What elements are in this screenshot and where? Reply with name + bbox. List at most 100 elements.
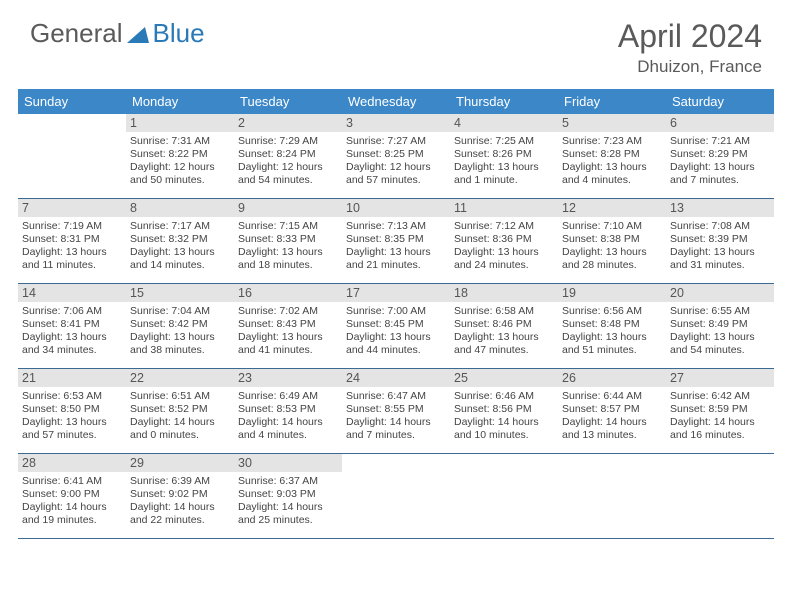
daylight-text: Daylight: 13 hours and 14 minutes. [130, 246, 230, 272]
day-info: Sunrise: 6:55 AMSunset: 8:49 PMDaylight:… [670, 305, 770, 358]
logo-text-general: General [30, 18, 123, 49]
week-row: 14Sunrise: 7:06 AMSunset: 8:41 PMDayligh… [18, 284, 774, 369]
day-number: 12 [558, 199, 666, 217]
sunset-text: Sunset: 8:26 PM [454, 148, 554, 161]
sunset-text: Sunset: 8:41 PM [22, 318, 122, 331]
day-info: Sunrise: 6:39 AMSunset: 9:02 PMDaylight:… [130, 475, 230, 528]
daylight-text: Daylight: 13 hours and 11 minutes. [22, 246, 122, 272]
sunrise-text: Sunrise: 7:21 AM [670, 135, 770, 148]
day-info: Sunrise: 6:53 AMSunset: 8:50 PMDaylight:… [22, 390, 122, 443]
sunset-text: Sunset: 8:48 PM [562, 318, 662, 331]
day-cell: 18Sunrise: 6:58 AMSunset: 8:46 PMDayligh… [450, 284, 558, 368]
sunrise-text: Sunrise: 7:27 AM [346, 135, 446, 148]
daylight-text: Daylight: 13 hours and 28 minutes. [562, 246, 662, 272]
sunset-text: Sunset: 8:53 PM [238, 403, 338, 416]
day-cell: 20 Sunrise: 6:55 AMSunset: 8:49 PMDayligh… [666, 284, 774, 368]
weekday-header: Tuesday [234, 89, 342, 114]
day-number: 29 [126, 454, 234, 472]
day-number: 28 [18, 454, 126, 472]
daylight-text: Daylight: 13 hours and 51 minutes. [562, 331, 662, 357]
sunset-text: Sunset: 8:59 PM [670, 403, 770, 416]
day-number: 13 [666, 199, 774, 217]
day-info: Sunrise: 7:19 AMSunset: 8:31 PMDaylight:… [22, 220, 122, 273]
day-info: Sunrise: 7:31 AMSunset: 8:22 PMDaylight:… [130, 135, 230, 188]
day-info: Sunrise: 7:15 AMSunset: 8:33 PMDaylight:… [238, 220, 338, 273]
day-number: 27 [666, 369, 774, 387]
day-number: 23 [234, 369, 342, 387]
sunset-text: Sunset: 8:35 PM [346, 233, 446, 246]
sunset-text: Sunset: 8:36 PM [454, 233, 554, 246]
day-number: 4 [450, 114, 558, 132]
day-number: 15 [126, 284, 234, 302]
sunset-text: Sunset: 8:31 PM [22, 233, 122, 246]
day-cell: 15 Sunrise: 7:04 AMSunset: 8:42 PMDayligh… [126, 284, 234, 368]
day-cell: 17Sunrise: 7:00 AMSunset: 8:45 PMDayligh… [342, 284, 450, 368]
day-number: 10 [342, 199, 450, 217]
sunset-text: Sunset: 8:55 PM [346, 403, 446, 416]
title-block: April 2024 Dhuizon, France [618, 18, 762, 77]
daylight-text: Daylight: 14 hours and 7 minutes. [346, 416, 446, 442]
day-info: Sunrise: 7:13 AMSunset: 8:35 PMDaylight:… [346, 220, 446, 273]
sunrise-text: Sunrise: 6:58 AM [454, 305, 554, 318]
daylight-text: Daylight: 14 hours and 25 minutes. [238, 501, 338, 527]
sunrise-text: Sunrise: 7:04 AM [130, 305, 230, 318]
day-number: 3 [342, 114, 450, 132]
day-number: 30 [234, 454, 342, 472]
day-cell: 8Sunrise: 7:17 AMSunset: 8:32 PMDaylight… [126, 199, 234, 283]
sunrise-text: Sunrise: 7:08 AM [670, 220, 770, 233]
month-title: April 2024 [618, 18, 762, 55]
day-cell: 23Sunrise: 6:49 AMSunset: 8:53 PMDayligh… [234, 369, 342, 453]
sunrise-text: Sunrise: 7:02 AM [238, 305, 338, 318]
day-info: Sunrise: 7:25 AMSunset: 8:26 PMDaylight:… [454, 135, 554, 188]
weekday-header: Saturday [666, 89, 774, 114]
daylight-text: Daylight: 14 hours and 0 minutes. [130, 416, 230, 442]
day-cell: . [18, 114, 126, 198]
daylight-text: Daylight: 13 hours and 24 minutes. [454, 246, 554, 272]
daylight-text: Daylight: 13 hours and 38 minutes. [130, 331, 230, 357]
day-cell: 11Sunrise: 7:12 AMSunset: 8:36 PMDayligh… [450, 199, 558, 283]
weekday-header: Monday [126, 89, 234, 114]
day-info: Sunrise: 6:56 AMSunset: 8:48 PMDaylight:… [562, 305, 662, 358]
sunrise-text: Sunrise: 6:55 AM [670, 305, 770, 318]
sunset-text: Sunset: 8:32 PM [130, 233, 230, 246]
daylight-text: Daylight: 13 hours and 31 minutes. [670, 246, 770, 272]
day-info: Sunrise: 6:44 AMSunset: 8:57 PMDaylight:… [562, 390, 662, 443]
logo: General Blue [30, 18, 205, 49]
header: General Blue April 2024 Dhuizon, France [0, 0, 792, 85]
sunrise-text: Sunrise: 6:49 AM [238, 390, 338, 403]
sunrise-text: Sunrise: 7:06 AM [22, 305, 122, 318]
sunrise-text: Sunrise: 6:37 AM [238, 475, 338, 488]
sunset-text: Sunset: 8:50 PM [22, 403, 122, 416]
day-cell: 21Sunrise: 6:53 AMSunset: 8:50 PMDayligh… [18, 369, 126, 453]
day-number: 2 [234, 114, 342, 132]
day-number: 20 [666, 284, 774, 302]
sunrise-text: Sunrise: 7:25 AM [454, 135, 554, 148]
day-cell: 13Sunrise: 7:08 AMSunset: 8:39 PMDayligh… [666, 199, 774, 283]
week-row: 7Sunrise: 7:19 AMSunset: 8:31 PMDaylight… [18, 199, 774, 284]
day-info: Sunrise: 7:12 AMSunset: 8:36 PMDaylight:… [454, 220, 554, 273]
sunset-text: Sunset: 8:52 PM [130, 403, 230, 416]
day-number: 18 [450, 284, 558, 302]
sunset-text: Sunset: 8:24 PM [238, 148, 338, 161]
sunset-text: Sunset: 8:29 PM [670, 148, 770, 161]
sunset-text: Sunset: 8:46 PM [454, 318, 554, 331]
day-cell: 10 Sunrise: 7:13 AMSunset: 8:35 PMDayligh… [342, 199, 450, 283]
sunrise-text: Sunrise: 7:00 AM [346, 305, 446, 318]
daylight-text: Daylight: 14 hours and 16 minutes. [670, 416, 770, 442]
day-number: 6 [666, 114, 774, 132]
sunrise-text: Sunrise: 6:53 AM [22, 390, 122, 403]
day-cell: . [558, 454, 666, 538]
week-row: 28Sunrise: 6:41 AMSunset: 9:00 PMDayligh… [18, 454, 774, 539]
day-cell: 19 Sunrise: 6:56 AMSunset: 8:48 PMDayligh… [558, 284, 666, 368]
daylight-text: Daylight: 13 hours and 34 minutes. [22, 331, 122, 357]
daylight-text: Daylight: 12 hours and 57 minutes. [346, 161, 446, 187]
daylight-text: Daylight: 13 hours and 7 minutes. [670, 161, 770, 187]
day-number: 19 [558, 284, 666, 302]
sunset-text: Sunset: 8:25 PM [346, 148, 446, 161]
day-number: 16 [234, 284, 342, 302]
day-cell: 24Sunrise: 6:47 AMSunset: 8:55 PMDayligh… [342, 369, 450, 453]
calendar: Sunday Monday Tuesday Wednesday Thursday… [18, 89, 774, 539]
day-info: Sunrise: 7:06 AMSunset: 8:41 PMDaylight:… [22, 305, 122, 358]
sunset-text: Sunset: 8:49 PM [670, 318, 770, 331]
sunset-text: Sunset: 8:42 PM [130, 318, 230, 331]
